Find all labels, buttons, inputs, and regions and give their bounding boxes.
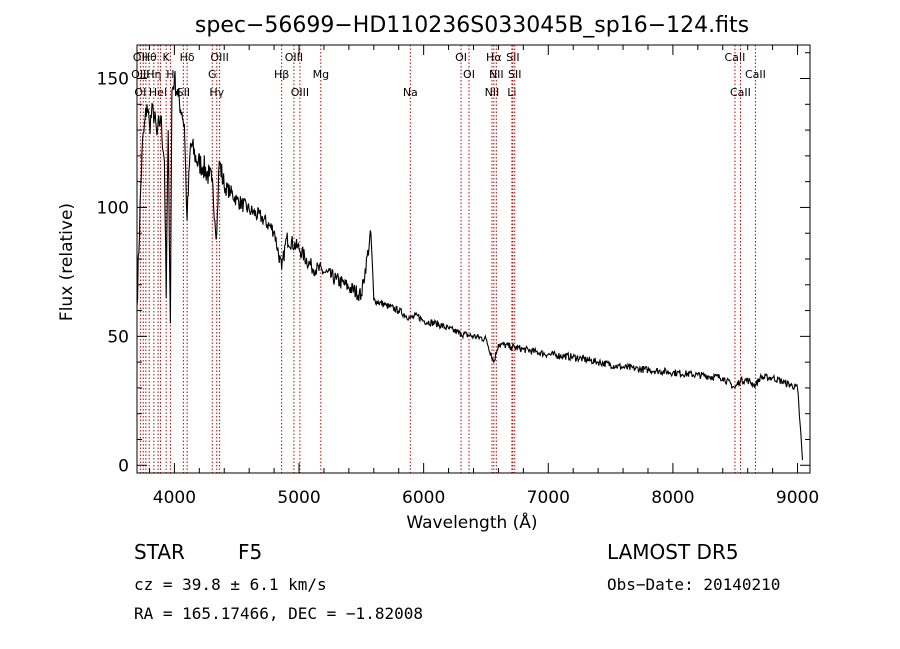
line-label: CaII [725, 51, 746, 64]
line-label: SII [508, 68, 521, 81]
x-tick-label: 9000 [776, 488, 819, 508]
survey-name: LAMOST DR5 [607, 540, 739, 564]
line-label: SII [506, 51, 519, 64]
line-label: OIII [291, 86, 309, 99]
line-label: OIII [131, 68, 149, 81]
object-subclass: F5 [238, 540, 263, 564]
line-label: Hβ [274, 68, 289, 81]
x-tick-label: 8000 [651, 488, 694, 508]
line-label: H [166, 68, 174, 81]
y-tick-label: 50 [107, 327, 129, 347]
spectrum-trace [136, 70, 804, 461]
line-label: Na [403, 86, 418, 99]
x-tick-label: 4000 [153, 488, 196, 508]
line-label: CaII [745, 68, 766, 81]
line-label: NII [485, 86, 500, 99]
emission-line-markers: OIIOIIIOIHθHηHeIKHSIIHδGHγOIIIHβOIIIOIII… [131, 45, 766, 473]
line-label: OI [463, 68, 475, 81]
object-class: STAR [134, 540, 185, 564]
x-axis-label: Wavelength (Å) [406, 511, 537, 533]
redshift-velocity: cz = 39.8 ± 6.1 km/s [134, 575, 327, 594]
line-label: G [208, 68, 217, 81]
line-label: NII [489, 68, 504, 81]
line-label: OI [134, 86, 146, 99]
line-label: Mg [313, 68, 329, 81]
x-tick-label: 5000 [277, 488, 320, 508]
line-label: Hα [486, 51, 502, 64]
y-tick-label: 0 [118, 456, 129, 476]
line-label: Hδ [180, 51, 195, 64]
line-label: Hγ [209, 86, 224, 99]
coordinates: RA = 165.17466, DEC = −1.82008 [134, 604, 423, 623]
line-label: CaII [730, 86, 751, 99]
line-label: Hθ [142, 51, 157, 64]
line-label: K [163, 51, 171, 64]
axes: 4000 5000 6000 7000 8000 9000 0 50 100 150 [97, 45, 819, 508]
line-label: Li [507, 86, 516, 99]
plot-frame [136, 44, 811, 474]
y-tick-label: 150 [97, 70, 129, 90]
line-label: OIII [285, 51, 303, 64]
x-tick-label: 6000 [402, 488, 445, 508]
line-label: Hη [146, 68, 161, 81]
line-label: OI [455, 51, 467, 64]
chart-title: spec−56699−HD110236S033045B_sp16−124.fit… [195, 13, 749, 38]
observation-date: Obs−Date: 20140210 [607, 575, 781, 594]
y-tick-label: 100 [97, 198, 129, 218]
y-axis-label: Flux (relative) [57, 203, 77, 321]
line-label: SII [177, 86, 190, 99]
line-label: HeI [149, 86, 167, 99]
line-label: OIII [210, 51, 228, 64]
x-tick-label: 7000 [527, 488, 570, 508]
